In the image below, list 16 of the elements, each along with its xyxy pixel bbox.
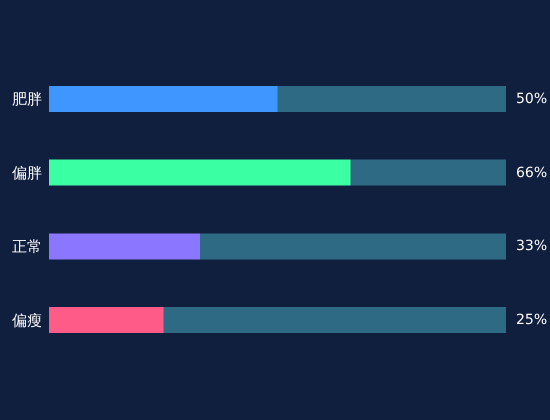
bar — [200, 233, 506, 260]
data-label: 50% — [516, 91, 548, 107]
y-tick-label: 偏瘦 — [12, 311, 42, 330]
bar — [350, 160, 506, 186]
y-tick-label: 肥胖 — [12, 90, 42, 108]
bar — [163, 307, 506, 334]
bar — [49, 86, 278, 112]
data-label: 66% — [516, 165, 548, 181]
y-tick-label: 偏胖 — [12, 164, 42, 182]
bar — [49, 160, 351, 186]
y-tick-label: 正常 — [12, 238, 42, 256]
bar — [49, 307, 164, 334]
data-label: 33% — [516, 238, 548, 254]
bar — [278, 86, 506, 112]
data-label: 25% — [516, 312, 548, 328]
bar — [49, 233, 200, 260]
